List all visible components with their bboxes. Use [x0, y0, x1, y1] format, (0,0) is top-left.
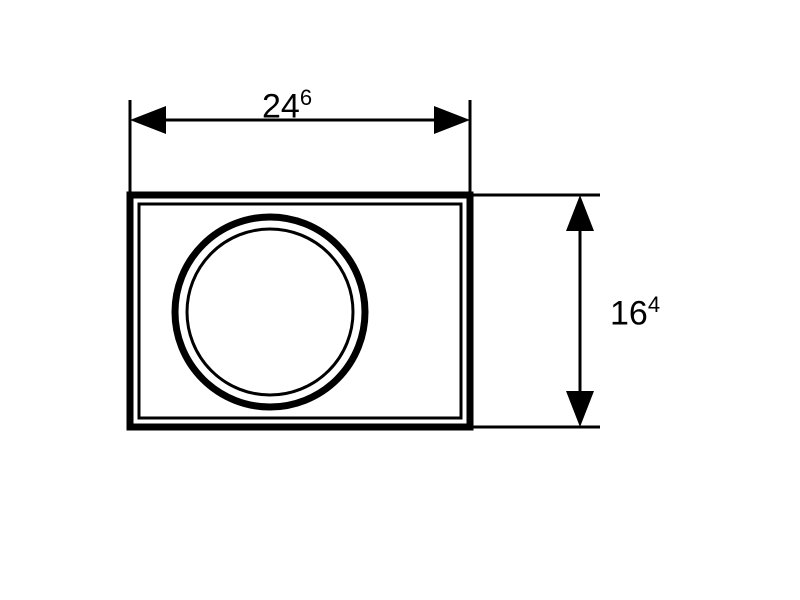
width-dimension-base: 24 — [262, 87, 300, 125]
technical-drawing — [0, 0, 800, 600]
height-dimension-sup: 4 — [648, 292, 660, 317]
height-dimension-label: 164 — [610, 292, 660, 333]
width-dimension-label: 246 — [262, 85, 312, 126]
height-dimension-base: 16 — [610, 294, 648, 332]
width-dimension-sup: 6 — [300, 85, 312, 110]
